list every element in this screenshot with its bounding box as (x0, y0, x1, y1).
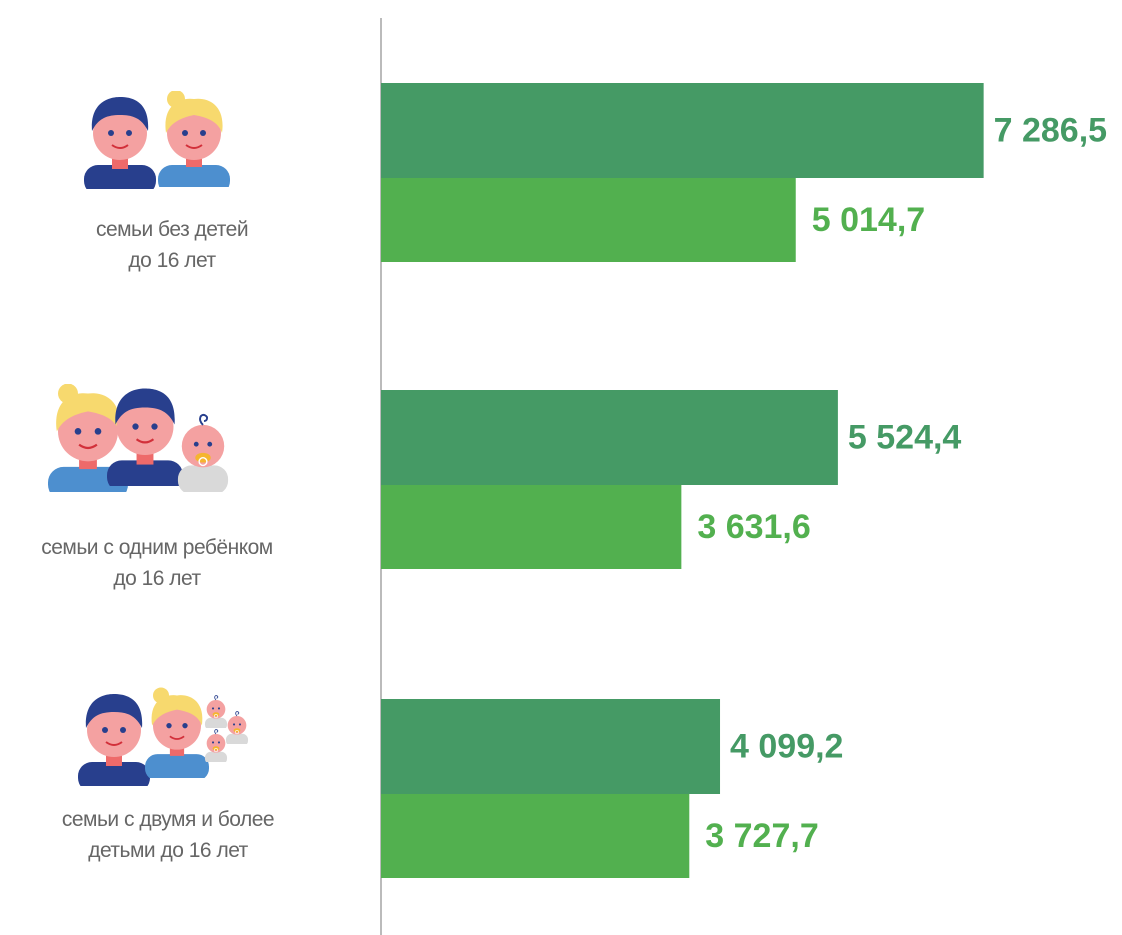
value-label: 4 099,2 (730, 727, 843, 765)
bar (381, 390, 838, 485)
value-label: 5 524,4 (848, 418, 962, 456)
category-label: семьи с двумя и более детьми до 16 лет (0, 804, 338, 866)
value-label: 3 631,6 (697, 508, 810, 546)
value-label: 5 014,7 (812, 201, 925, 239)
chart: 7 286,5 5 014,7 5 524,4 3 631,6 4 099,2 3 727… (0, 0, 1122, 935)
bar (381, 83, 984, 178)
bar (381, 485, 681, 569)
bar (381, 699, 720, 794)
icon-couple (84, 90, 230, 195)
bar (381, 794, 689, 878)
bar (381, 178, 796, 262)
value-label: 3 727,7 (705, 817, 818, 855)
page: 7 286,5 5 014,7 5 524,4 3 631,6 4 099,2 3 727… (0, 0, 1122, 935)
category-label: семьи без детей до 16 лет (2, 214, 342, 276)
icon-one-child (48, 384, 228, 501)
icon-two-children (78, 687, 248, 792)
value-label: 7 286,5 (994, 111, 1107, 149)
category-label: семьи с одним ребёнком до 16 лет (0, 532, 327, 594)
